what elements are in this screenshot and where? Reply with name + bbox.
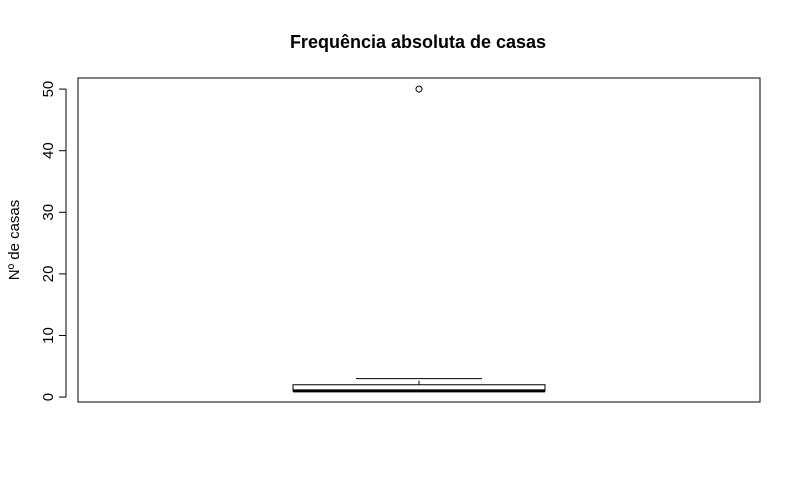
chart-title: Frequência absoluta de casas [290, 32, 546, 52]
outlier-point [415, 85, 423, 93]
y-tick-label: 20 [40, 266, 57, 283]
plot-frame [77, 77, 761, 403]
y-tick-label: 10 [40, 327, 57, 344]
y-axis-label: Nº de casas [6, 200, 23, 281]
y-axis: 0 10 20 30 40 50 [40, 81, 67, 401]
y-tick-label: 30 [40, 204, 57, 221]
y-tick-label: 0 [40, 393, 57, 401]
boxplot [292, 85, 546, 393]
y-tick-label: 50 [40, 81, 57, 98]
y-tick-label: 40 [40, 142, 57, 159]
